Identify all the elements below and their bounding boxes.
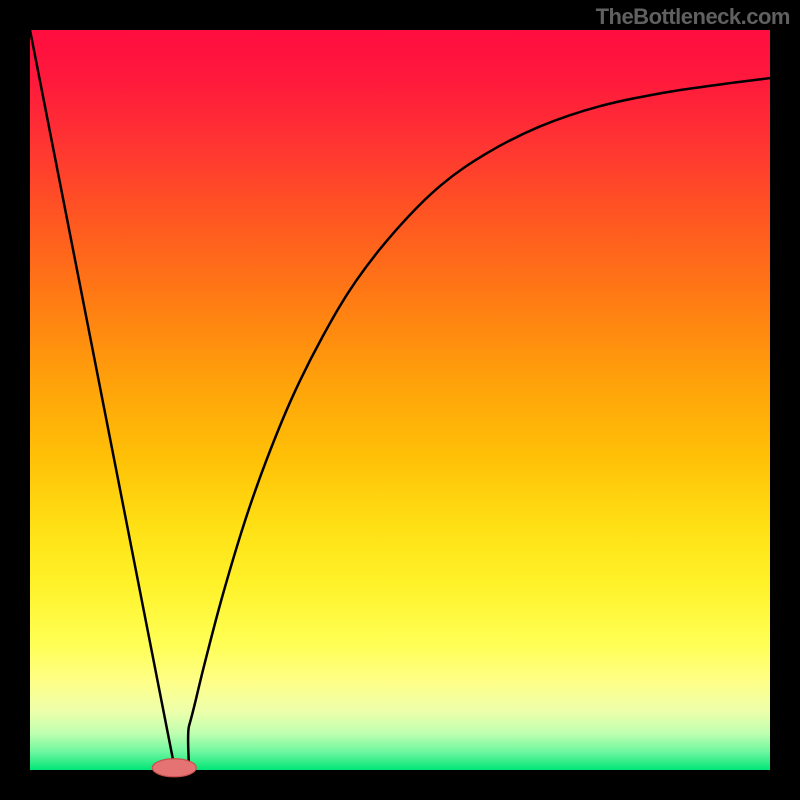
plot-background	[30, 30, 770, 770]
bottleneck-chart	[0, 0, 800, 800]
chart-container: TheBottleneck.com	[0, 0, 800, 800]
attribution-label: TheBottleneck.com	[596, 4, 790, 30]
optimal-point-marker	[152, 759, 196, 777]
